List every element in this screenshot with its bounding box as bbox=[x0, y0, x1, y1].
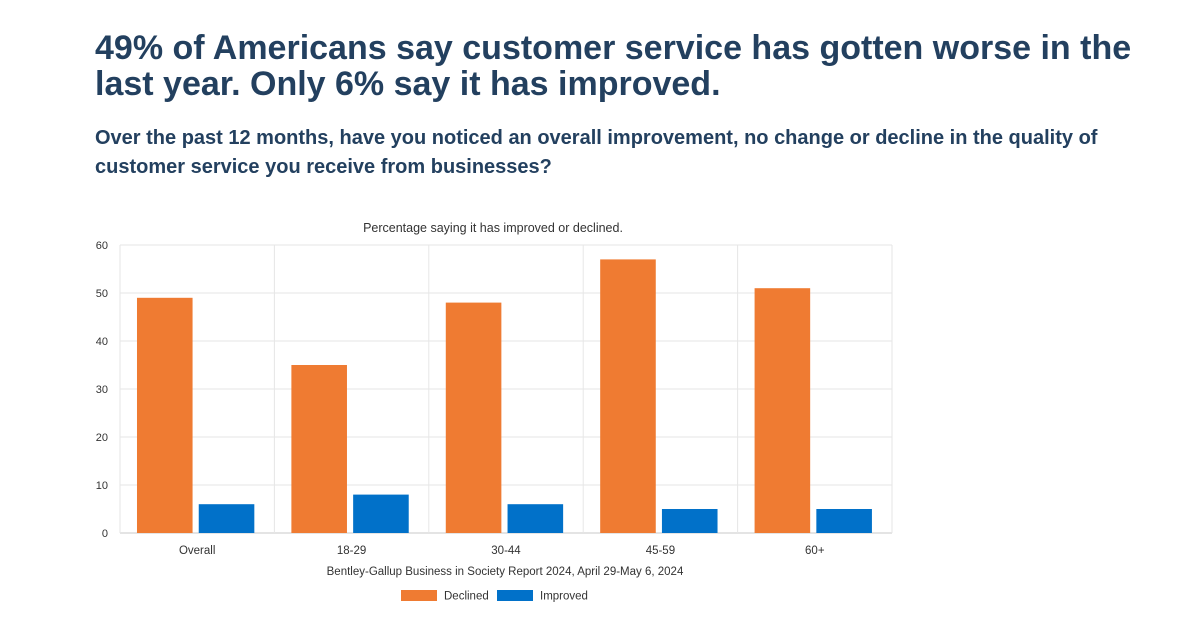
chart-bars bbox=[136, 259, 872, 533]
bar-improved-1829 bbox=[353, 494, 409, 533]
bar-declined-60 bbox=[754, 288, 811, 533]
headline: 49% of Americans say customer service ha… bbox=[95, 29, 1132, 103]
x-tick-label: 18-29 bbox=[337, 545, 366, 557]
bar-improved-60 bbox=[816, 509, 872, 533]
x-axis: Overall 18-29 30-44 45-59 60+ bbox=[179, 545, 825, 557]
y-tick-label: 10 bbox=[96, 480, 108, 492]
y-tick-label: 30 bbox=[96, 384, 108, 396]
chart-legend: Declined Improved bbox=[401, 590, 588, 603]
y-tick-label: 60 bbox=[96, 240, 108, 252]
x-tick-label: Overall bbox=[179, 545, 215, 557]
bar-declined-1829 bbox=[291, 365, 347, 533]
bar-declined-overall bbox=[136, 297, 193, 533]
legend-swatch-improved bbox=[497, 590, 533, 601]
y-axis: 0 10 20 30 40 50 60 bbox=[96, 240, 108, 540]
bar-declined-4559 bbox=[600, 259, 656, 533]
bar-improved-4559 bbox=[661, 509, 718, 533]
y-tick-label: 50 bbox=[96, 288, 108, 300]
x-axis-label: Bentley-Gallup Business in Society Repor… bbox=[327, 566, 684, 578]
chart-title: Percentage saying it has improved or dec… bbox=[363, 221, 623, 235]
survey-question: Over the past 12 months, have you notice… bbox=[95, 127, 1098, 178]
bar-declined-3044 bbox=[445, 302, 502, 533]
legend-label-improved: Improved bbox=[540, 591, 588, 603]
bar-improved-3044 bbox=[507, 504, 564, 533]
bar-improved-overall bbox=[198, 504, 255, 533]
x-tick-label: 60+ bbox=[805, 545, 825, 557]
legend-label-declined: Declined bbox=[444, 591, 489, 603]
x-tick-label: 45-59 bbox=[646, 545, 675, 557]
legend-swatch-declined bbox=[401, 590, 437, 601]
y-tick-label: 40 bbox=[96, 336, 108, 348]
y-tick-label: 20 bbox=[96, 432, 108, 444]
y-tick-label: 0 bbox=[102, 528, 108, 540]
x-tick-label: 30-44 bbox=[491, 545, 521, 557]
